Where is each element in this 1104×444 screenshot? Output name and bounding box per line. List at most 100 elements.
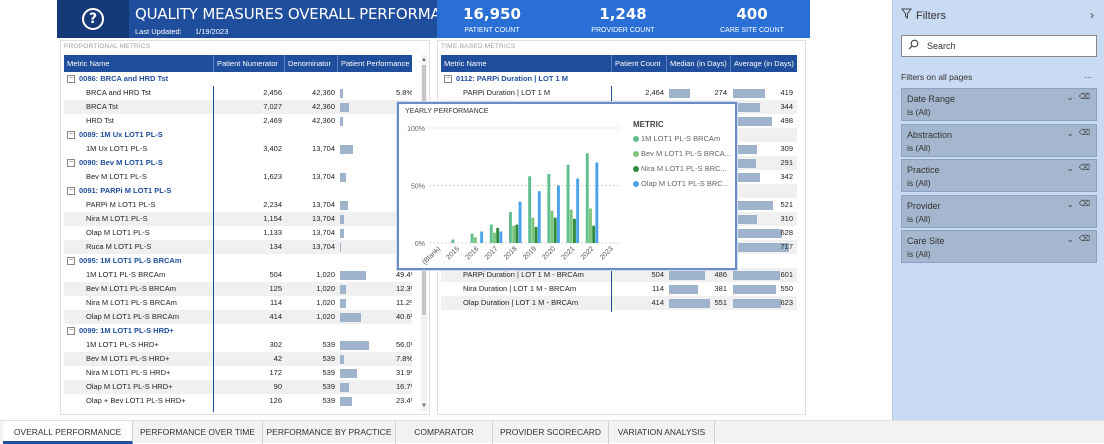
chart-bar	[553, 217, 557, 243]
numerator-cell: 42	[273, 354, 282, 363]
legend-item[interactable]: Olap M LOT1 PL-S BRC...	[633, 179, 729, 188]
table-row[interactable]: Olap + Bev LOT1 PL-S HRD+ 126 539 23.4%	[64, 394, 412, 408]
table-row[interactable]: 498	[441, 114, 797, 128]
performance-value: 12.3%	[396, 284, 412, 293]
table-row[interactable]: Bev M LOT1 PL-S HRD+ 42 539 7.8%	[64, 352, 412, 366]
proportional-metrics-panel: PROPORTIONAL METRICS Metric Name Patient…	[60, 40, 430, 415]
table-row[interactable]: Nira M LOT1 PL-S BRCAm 114 1,020 11.2%	[64, 296, 412, 310]
filter-card[interactable]: Care Site is (All) ⌄ ⌫	[901, 230, 1097, 263]
column-header[interactable]: Patient Numerator	[214, 55, 285, 72]
collapse-icon[interactable]: −	[67, 131, 75, 140]
filter-card[interactable]: Date Range is (All) ⌄ ⌫	[901, 88, 1097, 121]
table-row[interactable]: BRCA and HRD Tst 2,456 42,360 5.8%	[64, 86, 412, 100]
table-row[interactable]: Nira Duration | LOT 1 M - BRCAm 114 381 550	[441, 282, 797, 296]
expand-filter-icon[interactable]: ⌄	[1066, 234, 1074, 244]
legend-item[interactable]: Nira M LOT1 PL-S BRC...	[633, 164, 727, 173]
clear-filter-icon[interactable]: ⌫	[1078, 163, 1090, 172]
page-tab[interactable]: VARIATION ANALYSIS	[609, 421, 715, 444]
collapse-icon[interactable]: −	[444, 75, 452, 84]
group-row[interactable]: −0091: PARPi M LOT1 PL-S	[64, 184, 412, 198]
column-header[interactable]: Metric Name	[441, 55, 612, 72]
page-tab[interactable]: PERFORMANCE OVER TIME	[133, 421, 263, 444]
table-row[interactable]: 342	[441, 170, 797, 184]
table-row[interactable]: PARPi Duration | LOT 1 M - BRCAm 504 486 60…	[441, 268, 797, 282]
collapse-icon[interactable]: −	[67, 159, 75, 168]
collapse-icon[interactable]: −	[67, 327, 75, 336]
clear-filter-icon[interactable]: ⌫	[1078, 92, 1090, 101]
column-header[interactable]: Denominator	[285, 55, 338, 72]
average-cell: 310	[780, 214, 793, 223]
group-row[interactable]: −0099: 1M LOT1 PL-S HRD+	[64, 324, 412, 338]
expand-filter-icon[interactable]: ⌄	[1066, 163, 1074, 173]
table-row[interactable]: 521	[441, 198, 797, 212]
clear-filter-icon[interactable]: ⌫	[1078, 127, 1090, 137]
table-row[interactable]: 309	[441, 142, 797, 156]
filter-card[interactable]: Practice is (All) ⌄ ⌫	[901, 159, 1097, 192]
filters-pane: Filters › Search Filters on all pages ..…	[892, 0, 1104, 420]
column-header[interactable]: Median (in Days)	[667, 55, 731, 72]
expand-filter-icon[interactable]: ⌄	[1066, 198, 1074, 209]
expand-filter-icon[interactable]: ⌄	[1066, 127, 1074, 138]
clear-filter-icon[interactable]: ⌫	[1078, 234, 1090, 243]
column-header[interactable]: Patient Performance	[341, 59, 410, 68]
scroll-down-icon[interactable]: ▼	[421, 403, 427, 409]
group-row[interactable]: −0090: Bev M LOT1 PL-S	[64, 156, 412, 170]
filter-search-input[interactable]: Search	[901, 35, 1097, 57]
filter-card[interactable]: Abstraction is (All) ⌄ ⌫	[901, 123, 1097, 157]
expand-filter-icon[interactable]: ⌄	[1066, 92, 1074, 102]
legend-item[interactable]: Bev M LOT1 PL-S BRCA...	[633, 149, 731, 158]
collapse-icon[interactable]: −	[67, 187, 75, 196]
numerator-cell: 125	[269, 284, 282, 293]
average-cell: 342	[780, 172, 793, 181]
page-tab[interactable]: PROVIDER SCORECARD	[493, 421, 609, 444]
collapse-icon[interactable]: −	[67, 257, 75, 266]
column-header[interactable]: Metric Name	[64, 55, 214, 72]
page-tab[interactable]: COMPARATOR	[396, 421, 493, 444]
column-header[interactable]: Average (in Days)	[734, 59, 794, 68]
filter-card[interactable]: Provider is (All) ⌄ ⌫	[901, 194, 1097, 228]
table-row[interactable]: 1M LOT1 PL-S BRCAm 504 1,020 49.4%	[64, 268, 412, 282]
group-label: 0089: 1M Ux LOT1 PL-S	[79, 130, 163, 139]
performance-bar	[340, 341, 370, 350]
metric-name-cell: PARPi Duration | LOT 1 M - BRCAm	[463, 270, 584, 279]
page-tab[interactable]: OVERALL PERFORMANCE	[3, 421, 133, 444]
metric-name-cell: Olap Duration | LOT 1 M - BRCAm	[463, 298, 579, 307]
legend-item[interactable]: 1M LOT1 PL-S BRCAm	[633, 134, 720, 143]
table-row[interactable]: Olap Duration | LOT 1 M - BRCAm 414 551 623	[441, 296, 797, 310]
page-tab[interactable]: PERFORMANCE BY PRACTICE	[263, 421, 396, 444]
group-row[interactable]: −0089: 1M Ux LOT1 PL-S	[64, 128, 412, 142]
table-row[interactable]: Nira M LOT1 PL-S HRD+ 172 539 31.9%	[64, 366, 412, 380]
denominator-cell: 1,020	[316, 312, 335, 321]
table-row[interactable]: Bev M LOT1 PL-S BRCAm 125 1,020 12.3%	[64, 282, 412, 296]
column-header[interactable]: Patient Count	[612, 55, 667, 72]
group-row[interactable]: −0112: PARPi Duration | LOT 1 M	[441, 72, 797, 86]
clear-filter-icon[interactable]: ⌫	[1078, 198, 1090, 208]
collapse-icon[interactable]: −	[67, 75, 75, 84]
metric-name-cell: BRCA Tst	[86, 102, 118, 111]
table-row[interactable]: 1M LOT1 PL-S HRD+ 302 539 56.0%	[64, 338, 412, 352]
table-row[interactable]: 628	[441, 226, 797, 240]
metric-name-cell: Ruca M LOT1 PL-S	[86, 242, 152, 251]
group-row[interactable]: −0086: BRCA and HRD Tst	[64, 72, 412, 86]
x-tick-label: 2015	[445, 245, 461, 261]
chart-bar	[557, 185, 560, 243]
table-row[interactable]: PARPi Duration | LOT 1 M 2,464 274 419	[441, 86, 797, 100]
group-row[interactable]: −0095: 1M LOT1 PL-S BRCAm	[64, 254, 412, 268]
average-cell	[731, 184, 793, 198]
scroll-up-icon[interactable]: ▲	[421, 57, 427, 63]
more-options-icon[interactable]: ...	[1084, 70, 1092, 80]
table-row[interactable]: Olap M LOT1 PL-S HRD+ 90 539 16.7%	[64, 380, 412, 394]
table-row[interactable]: Olap M LOT1 PL-S BRCAm 414 1,020 40.6%	[64, 310, 412, 324]
help-button[interactable]: ?	[57, 0, 129, 38]
collapse-filters-icon[interactable]: ›	[1090, 8, 1094, 22]
performance-value: 7.8%	[396, 354, 412, 363]
page-title: QUALITY MEASURES OVERALL PERFORMANCE	[135, 5, 472, 23]
